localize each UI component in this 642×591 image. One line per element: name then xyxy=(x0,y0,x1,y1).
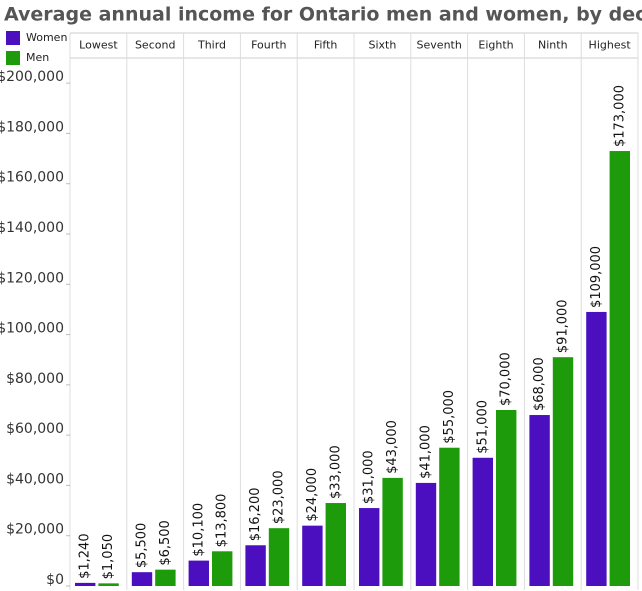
value-label: $24,000 xyxy=(305,468,320,522)
bar xyxy=(131,572,153,586)
y-tick-label: $180,000 xyxy=(0,119,64,135)
bar xyxy=(98,583,119,586)
value-label: $55,000 xyxy=(442,390,457,444)
x-category-label: Highest xyxy=(589,39,632,52)
x-category-label: Lowest xyxy=(79,39,118,52)
legend-swatch xyxy=(6,51,20,65)
bar xyxy=(472,457,493,586)
value-label: $70,000 xyxy=(499,352,514,406)
value-label: $91,000 xyxy=(556,299,571,353)
y-tick-label: $200,000 xyxy=(0,69,64,85)
bar xyxy=(382,477,403,586)
x-category-label: Ninth xyxy=(538,39,568,52)
x-category-label: Third xyxy=(197,39,226,52)
value-label: $43,000 xyxy=(385,420,400,474)
legend-swatch xyxy=(6,31,20,45)
legend-label: Men xyxy=(26,51,49,64)
x-category-label: Second xyxy=(135,39,175,52)
bar xyxy=(75,582,96,586)
value-label: $109,000 xyxy=(589,246,604,308)
legend-label: Women xyxy=(26,31,67,44)
bar xyxy=(325,503,346,586)
x-category-label: Fourth xyxy=(251,39,286,52)
value-label: $23,000 xyxy=(272,470,287,524)
bar xyxy=(268,528,290,586)
y-tick-label: $160,000 xyxy=(0,170,64,186)
value-label: $16,200 xyxy=(248,488,263,542)
value-label: $13,800 xyxy=(215,494,230,548)
chart-title: Average annual income for Ontario men an… xyxy=(4,4,642,26)
bar xyxy=(212,551,233,586)
y-tick-label: $60,000 xyxy=(6,421,64,437)
x-category-label: Seventh xyxy=(417,39,462,52)
value-label: $31,000 xyxy=(362,450,377,504)
value-label: $1,240 xyxy=(78,533,93,579)
bar xyxy=(529,415,550,586)
bar xyxy=(359,508,380,586)
x-category-label: Sixth xyxy=(368,39,396,52)
x-category-label: Eighth xyxy=(478,39,513,52)
y-tick-label: $120,000 xyxy=(0,270,64,286)
value-label: $1,050 xyxy=(101,534,116,580)
bar xyxy=(415,482,437,586)
value-label: $5,500 xyxy=(135,523,150,569)
value-label: $10,100 xyxy=(191,503,206,557)
y-tick-label: $0 xyxy=(46,572,64,588)
bar xyxy=(552,357,574,586)
bar xyxy=(496,410,517,586)
value-label: $51,000 xyxy=(475,400,490,454)
y-tick-label: $20,000 xyxy=(6,522,64,538)
bar xyxy=(439,447,460,586)
bar xyxy=(586,311,607,586)
bar xyxy=(245,545,266,586)
bar xyxy=(609,151,630,586)
value-label: $41,000 xyxy=(419,425,434,479)
y-tick-label: $100,000 xyxy=(0,321,64,337)
x-category-label: Fifth xyxy=(314,39,338,52)
bar xyxy=(302,525,323,586)
bar xyxy=(188,560,209,586)
bar xyxy=(155,569,176,586)
value-label: $33,000 xyxy=(328,445,343,499)
y-tick-label: $140,000 xyxy=(0,220,64,236)
value-label: $68,000 xyxy=(532,357,547,411)
y-tick-label: $80,000 xyxy=(6,371,64,387)
value-label: $6,500 xyxy=(158,520,173,566)
value-label: $173,000 xyxy=(612,85,627,147)
y-tick-label: $40,000 xyxy=(6,471,64,487)
